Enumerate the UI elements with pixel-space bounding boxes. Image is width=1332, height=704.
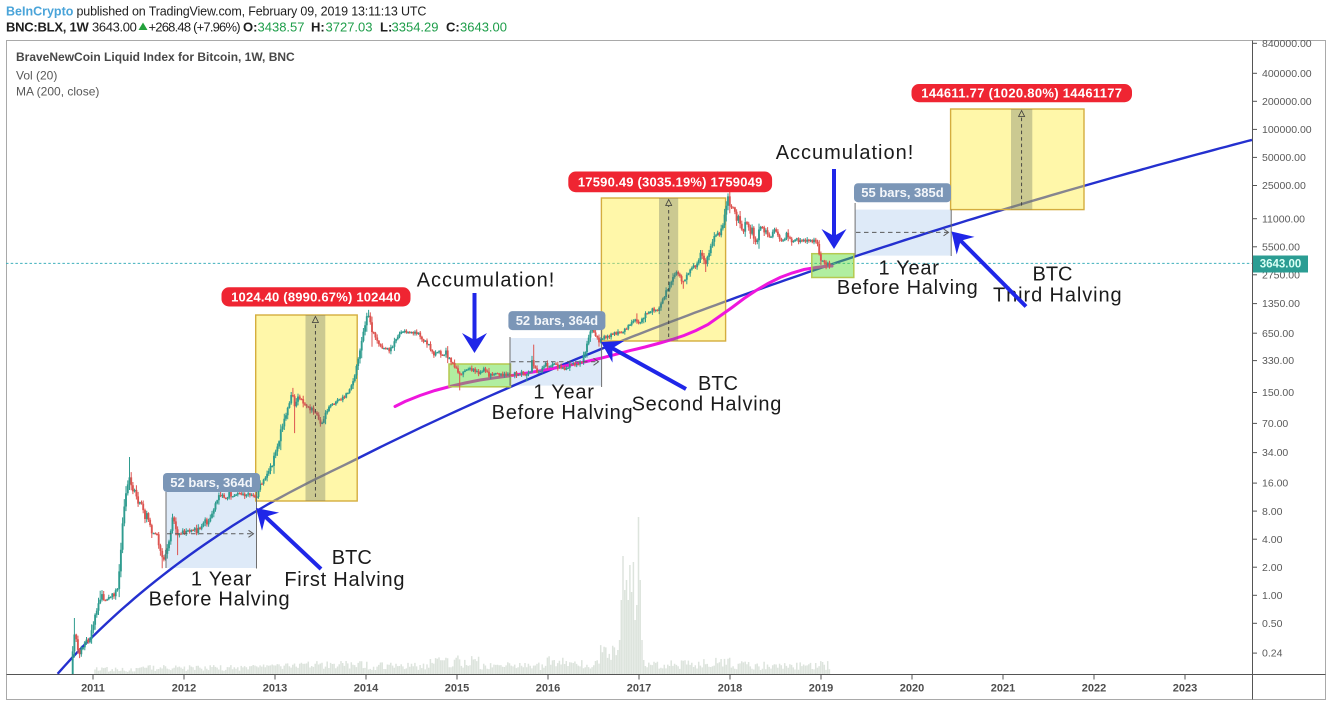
svg-text:1024.40 (8990.67%) 102440: 1024.40 (8990.67%) 102440 (231, 290, 401, 305)
svg-text:3643.00: 3643.00 (92, 20, 137, 35)
svg-text:52 bars, 364d: 52 bars, 364d (170, 475, 252, 490)
svg-text:2018: 2018 (718, 683, 742, 695)
svg-text:2.00: 2.00 (1262, 562, 1283, 574)
svg-text:First Halving: First Halving (284, 569, 405, 591)
svg-text:144611.77 (1020.80%) 14461177: 144611.77 (1020.80%) 14461177 (921, 86, 1122, 101)
svg-text:70.00: 70.00 (1262, 418, 1288, 430)
svg-text:H:: H: (311, 20, 325, 35)
svg-text:330.00: 330.00 (1262, 355, 1294, 367)
svg-text:3643.00: 3643.00 (1260, 259, 1302, 271)
svg-text:17590.49 (3035.19%) 1759049: 17590.49 (3035.19%) 1759049 (578, 174, 763, 189)
svg-text:16.00: 16.00 (1262, 478, 1288, 490)
svg-text:2015: 2015 (445, 683, 469, 695)
svg-text:BeInCrypto: BeInCrypto (6, 5, 74, 19)
svg-text:55 bars, 385d: 55 bars, 385d (861, 185, 943, 200)
svg-text:3438.57: 3438.57 (258, 20, 305, 35)
svg-text:Third Halving: Third Halving (993, 285, 1123, 307)
svg-text:Before Halving: Before Halving (837, 277, 979, 299)
svg-text:Second Halving: Second Halving (632, 394, 783, 416)
svg-text:BTC: BTC (698, 373, 738, 395)
svg-text:+268.48 (+7.96%): +268.48 (+7.96%) (149, 20, 241, 35)
svg-text:Before Halving: Before Halving (492, 402, 634, 424)
svg-text:8.00: 8.00 (1262, 506, 1283, 518)
svg-text:2014: 2014 (354, 683, 379, 695)
svg-text:published on TradingView.com,: published on TradingView.com, February 0… (77, 5, 427, 19)
svg-text:52 bars, 364d: 52 bars, 364d (516, 313, 598, 328)
svg-text:5500.00: 5500.00 (1262, 241, 1300, 253)
svg-text:50000.00: 50000.00 (1262, 152, 1306, 164)
svg-text:4.00: 4.00 (1262, 534, 1283, 546)
svg-text:11000.00: 11000.00 (1262, 213, 1305, 225)
svg-text:2021: 2021 (991, 683, 1015, 695)
svg-text:C:: C: (446, 20, 460, 35)
svg-text:150.00: 150.00 (1262, 387, 1294, 399)
svg-text:L:: L: (380, 20, 392, 35)
svg-text:2019: 2019 (809, 683, 833, 695)
svg-text:BraveNewCoin Liquid Index for: BraveNewCoin Liquid Index for Bitcoin, 1… (16, 50, 295, 64)
svg-text:2020: 2020 (900, 683, 924, 695)
svg-text:34.00: 34.00 (1262, 447, 1288, 459)
svg-text:0.24: 0.24 (1262, 648, 1283, 660)
svg-text:2017: 2017 (627, 683, 651, 695)
svg-text:1350.00: 1350.00 (1262, 298, 1300, 310)
svg-text:Vol (20): Vol (20) (16, 69, 57, 83)
svg-text:2012: 2012 (172, 683, 196, 695)
svg-text:Accumulation!: Accumulation! (417, 270, 556, 292)
svg-text:3354.29: 3354.29 (392, 20, 439, 35)
svg-text:MA (200, close): MA (200, close) (16, 85, 99, 99)
svg-text:3727.03: 3727.03 (326, 20, 373, 35)
svg-text:2022: 2022 (1082, 683, 1106, 695)
svg-text:3643.00: 3643.00 (460, 20, 507, 35)
svg-text:BNC:BLX, 1W: BNC:BLX, 1W (6, 20, 89, 35)
svg-text:2023: 2023 (1173, 683, 1197, 695)
svg-text:BTC: BTC (1033, 263, 1073, 285)
svg-text:100000.00: 100000.00 (1262, 124, 1312, 136)
svg-text:2013: 2013 (263, 683, 287, 695)
svg-text:840000.00: 840000.00 (1262, 38, 1312, 50)
svg-text:1.00: 1.00 (1262, 590, 1283, 602)
svg-text:Accumulation!: Accumulation! (776, 142, 915, 164)
svg-text:O:: O: (243, 20, 257, 35)
svg-text:650.00: 650.00 (1262, 328, 1294, 340)
svg-text:Before Halving: Before Halving (149, 589, 291, 611)
svg-text:0.50: 0.50 (1262, 618, 1283, 630)
svg-text:1 Year: 1 Year (878, 258, 939, 280)
svg-text:25000.00: 25000.00 (1262, 180, 1306, 192)
svg-text:1 Year: 1 Year (533, 382, 594, 404)
svg-text:400000.00: 400000.00 (1262, 68, 1312, 80)
svg-text:2011: 2011 (81, 683, 105, 695)
svg-text:BTC: BTC (332, 547, 372, 569)
svg-text:200000.00: 200000.00 (1262, 96, 1312, 108)
svg-text:1 Year: 1 Year (191, 569, 252, 591)
svg-text:2016: 2016 (536, 683, 560, 695)
